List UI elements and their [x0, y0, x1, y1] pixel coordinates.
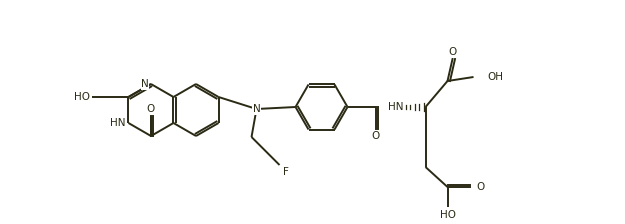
Text: HO: HO [74, 92, 91, 102]
Text: F: F [282, 167, 288, 177]
Text: O: O [371, 131, 379, 141]
Text: N: N [253, 104, 261, 114]
Text: HO: HO [439, 210, 456, 220]
Text: O: O [448, 47, 457, 57]
Text: O: O [476, 182, 485, 192]
Text: HN: HN [388, 102, 403, 112]
Text: N: N [141, 79, 149, 89]
Text: OH: OH [488, 72, 504, 82]
Text: O: O [147, 104, 155, 114]
Text: HN: HN [110, 118, 126, 128]
